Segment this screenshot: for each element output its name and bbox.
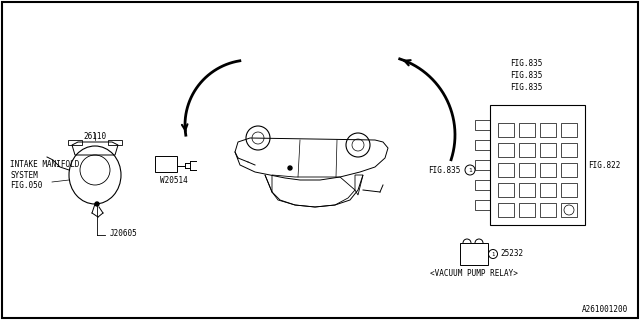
Bar xyxy=(540,163,556,177)
Bar xyxy=(155,156,177,172)
Bar xyxy=(561,123,577,137)
Bar xyxy=(561,163,577,177)
Text: 1: 1 xyxy=(468,167,472,172)
Bar xyxy=(561,183,577,197)
Bar xyxy=(519,143,535,157)
Bar xyxy=(475,160,490,170)
Bar xyxy=(540,143,556,157)
Text: A261001200: A261001200 xyxy=(582,305,628,314)
Bar xyxy=(490,105,585,225)
Bar xyxy=(540,203,556,217)
Bar xyxy=(498,203,514,217)
Bar xyxy=(475,200,490,210)
Text: FIG.835: FIG.835 xyxy=(428,165,460,174)
Bar xyxy=(519,123,535,137)
Text: FIG.835: FIG.835 xyxy=(510,83,542,92)
Text: W20514: W20514 xyxy=(160,175,188,185)
Text: FIG.822: FIG.822 xyxy=(588,161,620,170)
Bar xyxy=(519,203,535,217)
Text: FIG.835: FIG.835 xyxy=(510,70,542,79)
Circle shape xyxy=(288,166,292,170)
Bar xyxy=(498,143,514,157)
Bar xyxy=(540,123,556,137)
Text: FIG.835: FIG.835 xyxy=(510,59,542,68)
Bar xyxy=(561,203,577,217)
Bar xyxy=(460,243,488,265)
Bar xyxy=(561,143,577,157)
Text: <VACUUM PUMP RELAY>: <VACUUM PUMP RELAY> xyxy=(430,268,518,277)
Bar xyxy=(108,140,122,145)
Text: J20605: J20605 xyxy=(110,228,138,237)
Bar xyxy=(475,180,490,190)
Text: INTAKE MANIFOLD
SYSTEM
FIG.050: INTAKE MANIFOLD SYSTEM FIG.050 xyxy=(10,160,79,190)
Circle shape xyxy=(95,202,99,206)
Bar xyxy=(519,163,535,177)
Bar xyxy=(475,140,490,150)
Text: 1: 1 xyxy=(492,252,495,257)
Bar xyxy=(68,140,82,145)
Bar xyxy=(540,183,556,197)
Text: 26110: 26110 xyxy=(83,132,107,141)
Bar xyxy=(498,123,514,137)
Bar xyxy=(498,163,514,177)
Bar xyxy=(498,183,514,197)
Bar xyxy=(519,183,535,197)
Text: 25232: 25232 xyxy=(500,250,523,259)
Bar xyxy=(475,120,490,130)
